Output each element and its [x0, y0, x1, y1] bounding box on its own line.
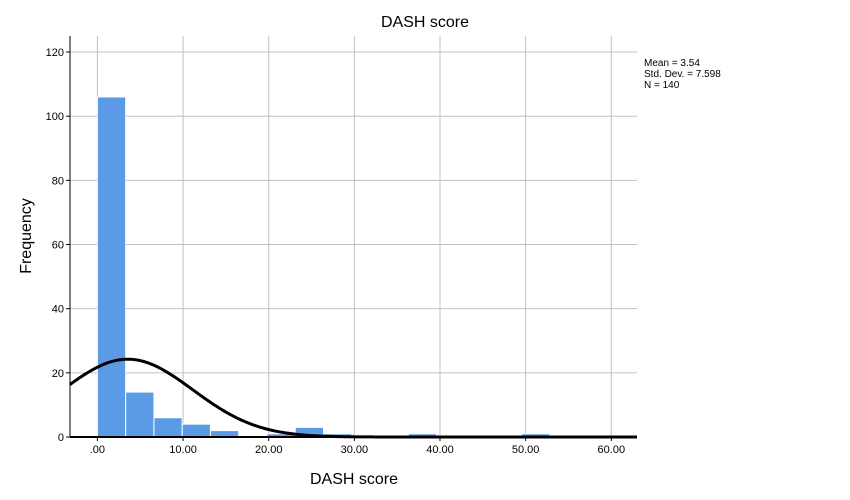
y-tick-labels: 0 20 40 60 80 100 120 — [46, 47, 64, 444]
bars — [96, 96, 551, 438]
histogram-bar — [96, 96, 127, 438]
y-tick-label: 40 — [52, 304, 64, 316]
x-tick-label: 30.00 — [341, 444, 369, 456]
histogram-bar — [125, 391, 155, 438]
histogram-bar — [153, 417, 183, 438]
x-tick-label: 40.00 — [426, 444, 454, 456]
x-tick-label: .00 — [90, 444, 105, 456]
x-tick-label: 10.00 — [169, 444, 197, 456]
stat-n: N = 140 — [644, 80, 680, 91]
histogram-bar — [181, 423, 211, 438]
y-tick-label: 0 — [58, 432, 64, 444]
y-tick-label: 120 — [46, 47, 64, 59]
grid-lines — [70, 36, 637, 437]
axes — [66, 36, 637, 441]
stat-std-dev: Std. Dev. = 7.598 — [644, 69, 721, 80]
y-tick-label: 80 — [52, 175, 64, 187]
y-tick-label: 100 — [46, 111, 64, 123]
x-tick-labels: .00 10.00 20.00 30.00 40.00 50.00 60.00 — [90, 444, 625, 456]
x-tick-label: 20.00 — [255, 444, 283, 456]
x-tick-label: 60.00 — [598, 444, 626, 456]
chart-title: DASH score — [381, 14, 469, 31]
stats-legend: Mean = 3.54 Std. Dev. = 7.598 N = 140 — [644, 58, 721, 91]
x-axis-label: DASH score — [310, 471, 398, 488]
x-tick-label: 50.00 — [512, 444, 540, 456]
y-tick-label: 60 — [52, 240, 64, 252]
y-tick-label: 20 — [52, 368, 64, 380]
stat-mean: Mean = 3.54 — [644, 58, 700, 69]
y-axis-label: Frequency — [18, 198, 35, 274]
